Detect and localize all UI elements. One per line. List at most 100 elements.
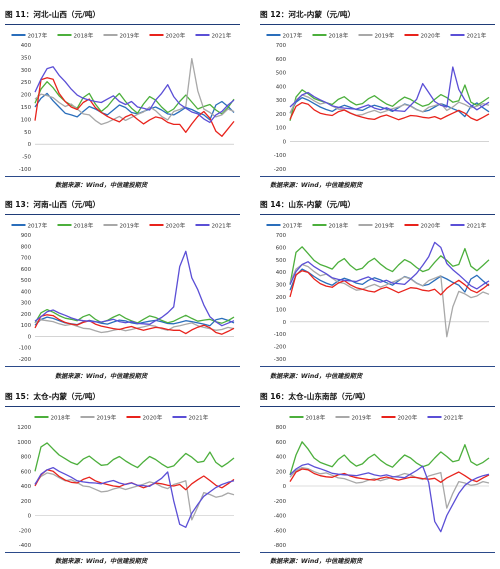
figure-14-title: 图 14：山东-内蒙（元/吨） — [260, 200, 356, 209]
y-tick-label-2: 0 — [28, 334, 32, 340]
legend-label-4: 2021年 — [212, 222, 232, 230]
y-tick-label-10: 700 — [276, 233, 287, 239]
legend-label-0: 2017年 — [283, 32, 303, 40]
figure-12-source: 数据来源：Wind，中信建投期货 — [270, 182, 363, 189]
legend-label-0: 2017年 — [28, 32, 48, 40]
y-tick-label-8: 1200 — [17, 425, 31, 431]
series-line-4 — [289, 241, 490, 290]
figure-15-title: 图 15：太仓-内蒙（元/吨） — [5, 392, 101, 401]
y-tick-label-0: -200 — [274, 167, 287, 173]
chart-figure-16: 2018年 2019年 2020年 2021年 -800 -600 -400 -200 0 200… — [274, 414, 490, 549]
figure-16-title: 图 16：太仓-山东南部（元/吨） — [260, 392, 371, 401]
figure-14-top-rule — [260, 214, 495, 215]
chart-figure-15: 2018年 2019年 2020年 2021年 -400 -200 0 200 400 600 80… — [17, 414, 235, 549]
y-tick-label-6: 400 — [276, 84, 287, 90]
y-tick-label-5: 300 — [21, 301, 32, 307]
y-tick-label-5: 150 — [21, 105, 32, 111]
y-tick-label-1: -200 — [19, 528, 32, 534]
y-tick-label-9: 700 — [276, 43, 287, 49]
figure-13-bottom-rule — [5, 366, 240, 367]
y-tick-label-4: 100 — [21, 117, 32, 123]
y-tick-label-6: 300 — [276, 283, 287, 289]
chart-figure-13: 2017年 2018年 2019年 2020年 2021年 -200 -100 0 100 200… — [11, 222, 235, 363]
figure-14-bottom-rule — [260, 366, 495, 367]
y-tick-label-5: 200 — [276, 469, 287, 475]
y-tick-label-8: 300 — [21, 68, 32, 74]
y-tick-label-7: 250 — [21, 80, 32, 86]
series-line-2 — [289, 94, 490, 116]
y-tick-label-8: 800 — [276, 425, 287, 431]
series-line-4 — [34, 66, 235, 124]
y-tick-label-8: 500 — [276, 258, 287, 264]
series-line-3 — [34, 77, 235, 137]
y-tick-label-9: 600 — [276, 245, 287, 251]
series-line-3 — [289, 270, 490, 298]
figure-13-title: 图 13：河南-山西（元/吨） — [5, 200, 101, 209]
series-line-2 — [34, 57, 235, 126]
y-tick-label-7: 400 — [276, 270, 287, 276]
legend-label-2: 2019年 — [120, 222, 140, 230]
y-tick-label-6: 400 — [276, 455, 287, 461]
figure-12-top-rule — [260, 24, 495, 25]
figure-16-top-rule — [260, 406, 495, 407]
y-tick-label-2: -100 — [274, 332, 287, 338]
y-tick-label-0: -800 — [274, 543, 287, 549]
legend-label-2: 2019年 — [375, 222, 395, 230]
legend-label-3: 2020年 — [421, 32, 441, 40]
y-tick-label-4: 100 — [276, 307, 287, 313]
legend-label-2: 2019年 — [120, 32, 140, 40]
y-tick-label-0: -100 — [19, 167, 32, 173]
y-tick-label-0: -300 — [274, 357, 287, 363]
y-tick-label-1: -200 — [274, 345, 287, 351]
figure-16-source: 数据来源：Wind，中信建投期货 — [270, 558, 363, 565]
y-tick-label-10: 800 — [21, 244, 32, 250]
figure-11-source: 数据来源：Wind，中信建投期货 — [55, 182, 148, 189]
y-tick-label-5: 600 — [21, 469, 32, 475]
legend-label-0: 2018年 — [51, 414, 71, 422]
figure-15-source: 数据来源：Wind，中信建投期货 — [55, 558, 148, 565]
y-tick-label-2: -400 — [274, 514, 287, 520]
legend-label-4: 2021年 — [467, 32, 487, 40]
y-tick-label-4: 0 — [283, 484, 287, 490]
legend-label-1: 2018年 — [74, 222, 94, 230]
figure-13-top-rule — [5, 214, 240, 215]
figure-14-source: 数据来源：Wind，中信建投期货 — [270, 373, 363, 380]
figure-11-title: 图 11：河北-山西（元/吨） — [5, 10, 101, 19]
y-tick-label-1: -100 — [19, 346, 32, 352]
legend-label-0: 2017年 — [283, 222, 303, 230]
y-tick-label-6: 400 — [21, 289, 32, 295]
legend-label-1: 2018年 — [329, 32, 349, 40]
chart-figure-12: 2017年 2018年 2019年 2020年 2021年 -200 -100 0 100 200… — [266, 32, 490, 173]
y-tick-label-3: -200 — [274, 499, 287, 505]
y-tick-label-10: 400 — [21, 43, 32, 49]
y-tick-label-9: 350 — [21, 55, 32, 61]
y-tick-label-5: 300 — [276, 98, 287, 104]
legend-label-4: 2021年 — [212, 32, 232, 40]
figure-11-bottom-rule — [5, 176, 240, 177]
legend-label-1: 2019年 — [352, 414, 372, 422]
y-tick-label-8: 600 — [276, 57, 287, 63]
y-tick-label-7: 500 — [276, 71, 287, 77]
y-tick-label-11: 900 — [21, 233, 32, 239]
y-tick-label-4: 400 — [21, 484, 32, 490]
legend-label-3: 2020年 — [421, 222, 441, 230]
y-tick-label-9: 700 — [21, 256, 32, 262]
figure-15-bottom-rule — [5, 552, 240, 553]
figure-11-top-rule — [5, 24, 240, 25]
legend-label-2: 2020年 — [398, 414, 418, 422]
y-tick-label-3: 200 — [21, 499, 32, 505]
y-tick-label-5: 200 — [276, 295, 287, 301]
figure-12-title: 图 12：河北-内蒙（元/吨） — [260, 10, 356, 19]
legend-label-2: 2019年 — [375, 32, 395, 40]
series-line-1 — [34, 308, 235, 324]
y-tick-label-0: -200 — [19, 357, 32, 363]
y-tick-label-1: -100 — [274, 153, 287, 159]
series-line-4 — [289, 66, 490, 113]
legend-label-1: 2018年 — [74, 32, 94, 40]
legend-label-1: 2018年 — [329, 222, 349, 230]
y-tick-label-7: 1000 — [17, 440, 31, 446]
y-tick-label-7: 600 — [276, 440, 287, 446]
figure-16-bottom-rule — [260, 552, 495, 553]
y-tick-label-2: 0 — [28, 142, 32, 148]
